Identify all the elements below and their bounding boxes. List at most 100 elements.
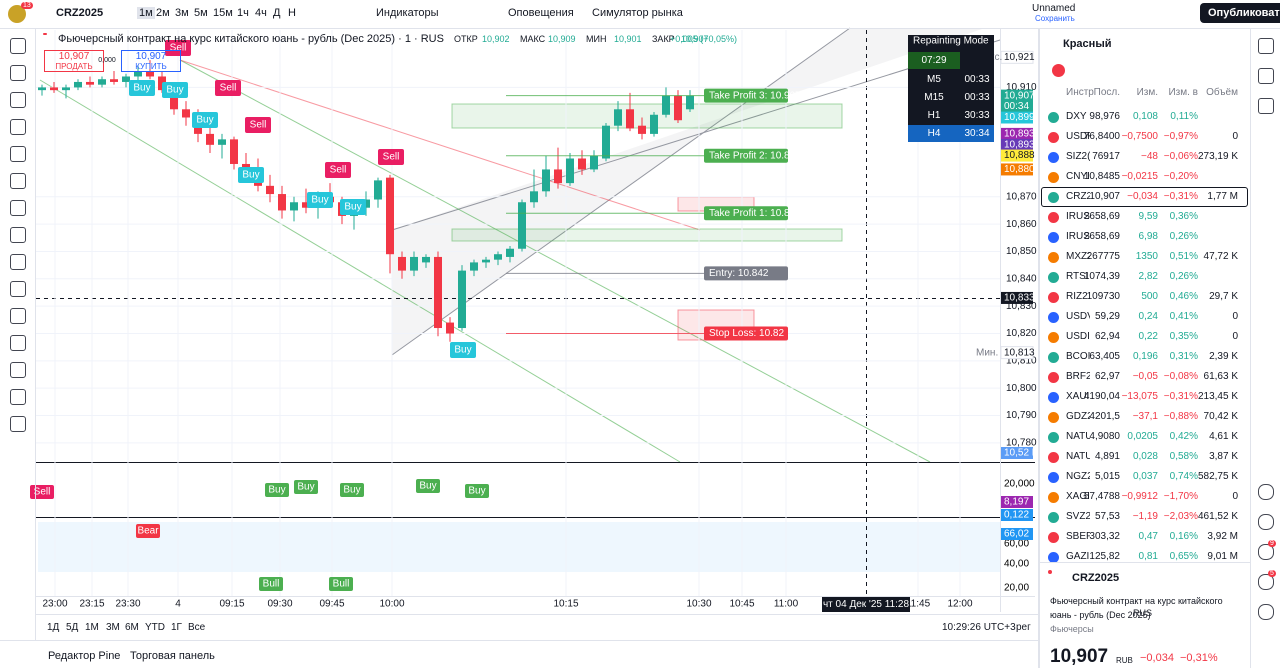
session[interactable]: рег [1016,622,1031,633]
watchlist-cell[interactable]: XAUI [1066,391,1090,402]
candle-body [554,169,562,184]
sidebar-badge: 5 [1268,570,1276,577]
replay[interactable]: Симулятор рынка [592,7,683,19]
watchlist-cell[interactable]: CNYI [1066,171,1090,182]
watchlist-cell[interactable]: XAGI [1066,491,1090,502]
watchlist-cell[interactable]: RIZ2 [1066,291,1088,302]
tool-icon[interactable] [10,416,26,432]
interval[interactable]: Н [288,7,296,19]
watchlist-cell[interactable]: CRZ2 [1066,191,1090,202]
crosshair-time-bg [822,597,910,612]
interval[interactable]: Д [273,7,281,19]
watchlist-cell[interactable]: DXY [1066,111,1087,122]
interval[interactable]: 3м [175,7,189,19]
sidebar-icon[interactable] [1258,38,1274,54]
sidebar-icon[interactable] [1258,514,1274,530]
interval[interactable]: 4ч [255,7,267,19]
watchlist-cell[interactable]: MXZ2 [1066,251,1090,262]
tab[interactable]: Редактор Pine [48,650,121,662]
signal-label: Buy [297,482,314,493]
symbol[interactable]: CRZ2025 [56,7,104,19]
watchlist-cell: −13,075 [1121,391,1158,402]
tool-icon[interactable] [10,281,26,297]
layout-name[interactable]: Unnamed [1032,3,1076,14]
watchlist-cell[interactable]: NATU [1066,431,1090,442]
range[interactable]: 1Д [47,622,60,633]
tool-icon[interactable] [10,119,26,135]
sell[interactable]: ПРОДАТЬ [44,62,104,72]
interval[interactable]: 1м [137,7,155,19]
watchlist-cell[interactable]: SIZ2( [1066,151,1090,162]
interval[interactable]: 1ч [237,7,249,19]
tool-icon[interactable] [10,65,26,81]
range[interactable]: Все [188,622,206,633]
watchlist-cell[interactable]: BCOI [1066,351,1090,362]
price-badge-bg [1001,127,1033,140]
interval[interactable]: 15м [213,7,233,19]
tool-icon[interactable] [10,335,26,351]
watchlist-cell[interactable]: NGZ2 [1066,471,1090,482]
indicators[interactable]: Индикаторы [376,7,439,19]
sidebar-icon[interactable] [1258,484,1274,500]
sell-price[interactable]: 10,907 [44,50,104,62]
interval[interactable]: 5м [194,7,208,19]
price-badge-bg [1001,89,1033,102]
interval[interactable]: 2м [156,7,170,19]
publish[interactable]: Опубликовать [1200,3,1280,23]
sidebar-icon[interactable] [1258,544,1274,560]
range[interactable]: 6М [125,622,139,633]
tool-icon[interactable] [10,92,26,108]
column-header: Инстр [1066,87,1094,98]
sidebar-icon[interactable] [1258,98,1274,114]
watchlist-cell: 63,405 [1089,351,1120,362]
sidebar-icon[interactable] [1258,68,1274,84]
range[interactable]: 3М [106,622,120,633]
tool-icon[interactable] [10,254,26,270]
tool-icon[interactable] [10,146,26,162]
tool-icon[interactable] [10,38,26,54]
watchlist-cell[interactable]: USDF [1066,131,1090,142]
watchlist-cell: 0,81 [1138,551,1158,562]
watchlist-cell: 57,4788 [1083,491,1120,502]
tool-icon[interactable] [10,389,26,405]
watchlist-cell[interactable]: USDV [1066,311,1090,322]
watchlist-cell[interactable]: IRUS [1066,231,1090,242]
tool-icon[interactable] [10,173,26,189]
watchlist-cell[interactable]: IRUS [1066,211,1090,222]
x-tick-label: 12:00 [947,599,972,610]
tool-icon[interactable] [10,362,26,378]
watchlist-cell[interactable]: GDZ2 [1066,411,1090,422]
tool-icon[interactable] [10,200,26,216]
watchlist-cell: 267775 [1086,251,1120,262]
range[interactable]: YTD [145,622,165,633]
watchlist-cell: 61,63 K [1203,371,1238,382]
watchlist-name[interactable]: Красный [1063,38,1112,50]
repaint-cell: H4 [928,128,941,139]
sidebar-icon[interactable] [1258,574,1274,590]
watchlist-cell[interactable]: USDI [1066,331,1090,342]
sidebar-icon[interactable] [1258,604,1274,620]
watchlist-cell[interactable]: RTSI [1066,271,1089,282]
pane-badge: 8,197 [1004,497,1029,508]
range[interactable]: 5Д [66,622,79,633]
watchlist-cell[interactable]: BRF2 [1066,371,1090,382]
watchlist-cell[interactable]: SVZ2 [1066,511,1090,522]
watchlist-cell: 0,196 [1132,351,1158,362]
tool-icon[interactable] [10,308,26,324]
alerts[interactable]: Оповещения [508,7,574,19]
row-icon [1048,372,1059,383]
range[interactable]: 1М [85,622,99,633]
watchlist-cell: −0,0215 [1121,171,1158,182]
buy[interactable]: КУПИТЬ [121,62,181,72]
watchlist-cell: −0,08% [1163,371,1198,382]
row-icon [1048,512,1059,523]
tab[interactable]: Торговая панель [130,650,215,662]
volume-badge: 10,52 K [1004,448,1039,459]
watchlist-cell[interactable]: SBEF [1066,531,1090,542]
buy-price[interactable]: 10,907 [121,50,181,62]
watchlist-cell[interactable]: GAZI [1066,551,1090,562]
tool-icon[interactable] [10,227,26,243]
watchlist-cell[interactable]: NATU [1066,451,1090,462]
range[interactable]: 1Г [171,622,182,633]
